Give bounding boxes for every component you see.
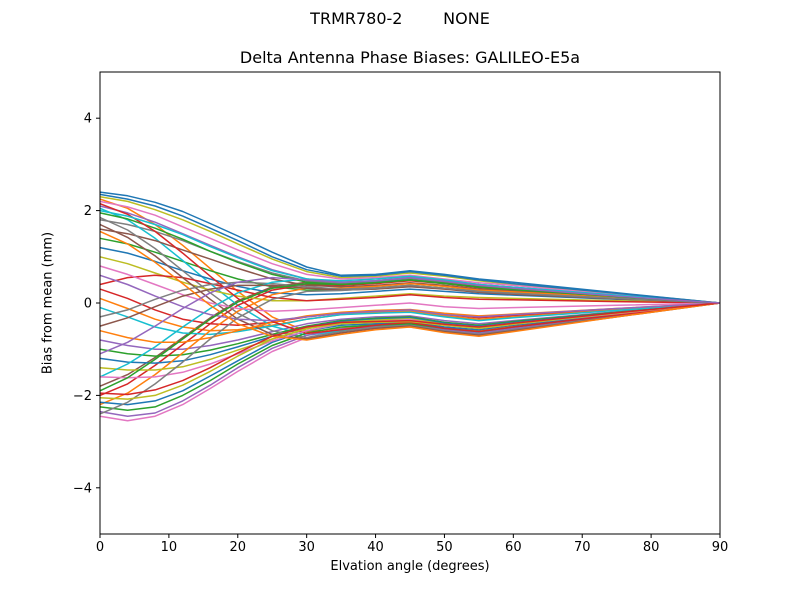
y-tick-label: 0	[84, 297, 92, 312]
x-axis-label: Elvation angle (degrees)	[330, 559, 490, 574]
y-tick-label: −4	[73, 481, 92, 496]
plot-line	[99, 302, 721, 396]
plot-line	[99, 230, 721, 341]
axes-title: Delta Antenna Phase Biases: GALILEO-E5a	[239, 48, 581, 67]
y-tick-label: −2	[73, 389, 92, 404]
plot-line	[99, 202, 721, 335]
plot-line	[99, 274, 721, 304]
plot-line	[99, 265, 721, 313]
plot-line	[99, 279, 721, 392]
x-tick-label: 90	[712, 540, 729, 555]
x-tick-label: 0	[96, 540, 104, 555]
y-axis-label-text: Bias from mean (mm)	[40, 231, 56, 375]
x-tick-label: 20	[230, 540, 247, 555]
plot-line	[99, 195, 721, 304]
plot-line	[99, 228, 721, 304]
plot-line	[99, 193, 721, 304]
plot-line	[99, 191, 721, 304]
x-tick-label: 40	[367, 540, 384, 555]
plot-line	[99, 223, 721, 340]
plot-line	[99, 284, 721, 415]
x-tick-label: 30	[298, 540, 315, 555]
x-tick-label: 50	[436, 540, 453, 555]
figure-suptitle: TRMR780-2 NONE	[310, 9, 490, 28]
x-tick-label: 60	[505, 540, 522, 555]
plot-line	[99, 216, 721, 339]
plot-line	[99, 302, 721, 336]
x-tick-label: 80	[643, 540, 660, 555]
plot-line	[99, 276, 721, 355]
plot-line	[99, 200, 721, 304]
plot-line	[99, 284, 721, 327]
y-tick-label: 2	[84, 204, 92, 219]
x-tick-label: 70	[574, 540, 591, 555]
plot-line	[99, 302, 721, 400]
y-tick-label: 4	[84, 112, 92, 127]
x-tick-label: 10	[161, 540, 178, 555]
